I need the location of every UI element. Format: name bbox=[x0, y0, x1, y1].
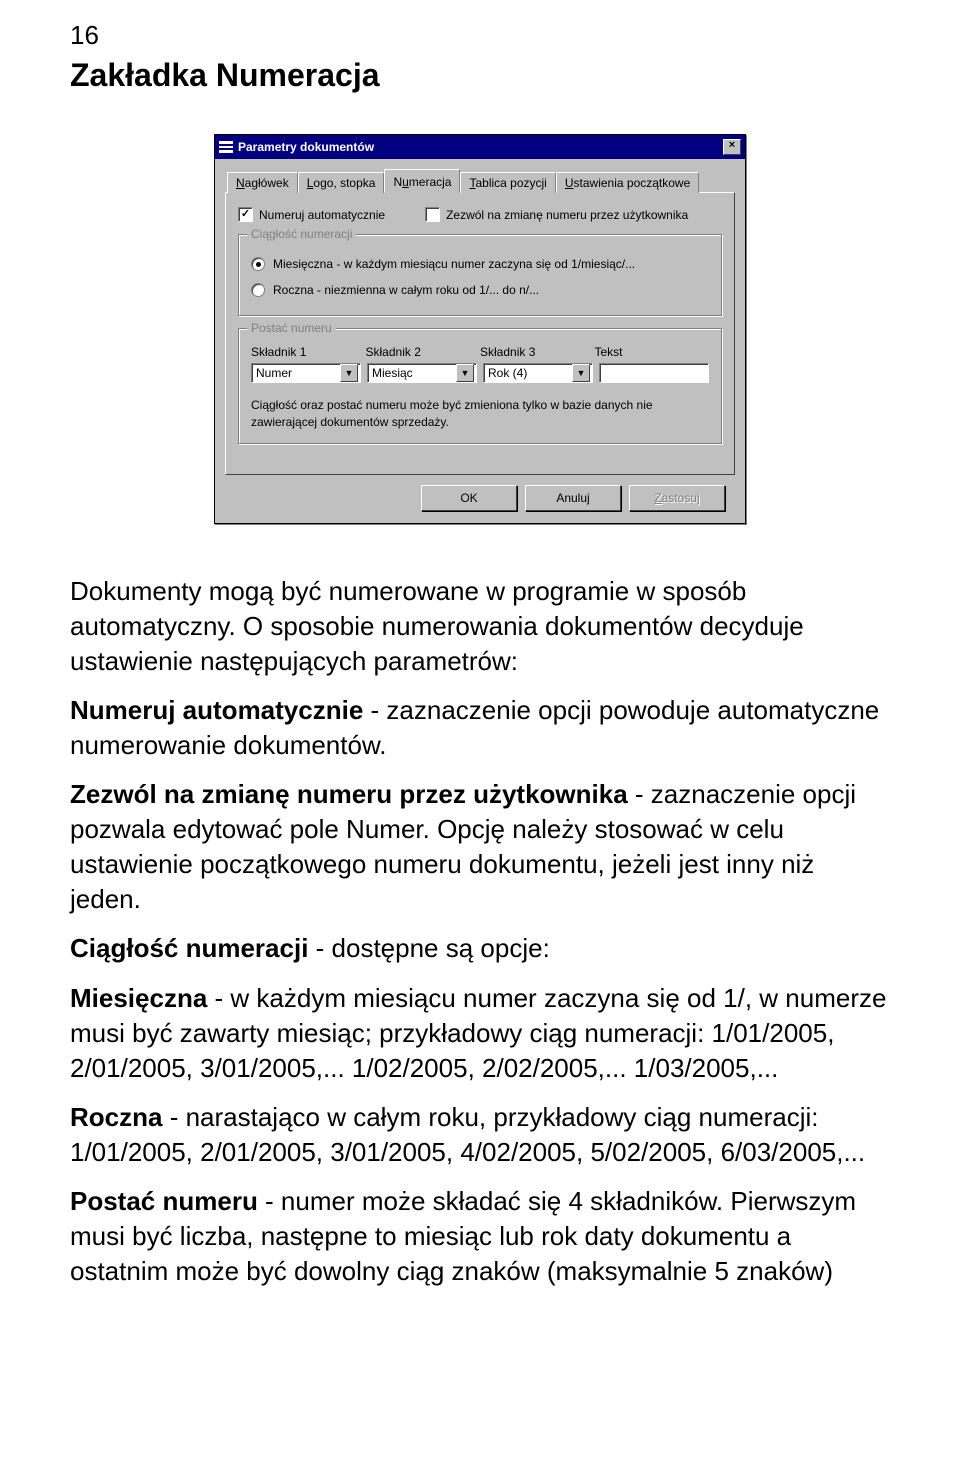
label-skladnik1: Składnik 1 bbox=[251, 345, 366, 359]
page-number: 16 bbox=[70, 20, 890, 51]
paragraph: Dokumenty mogą być numerowane w programi… bbox=[70, 574, 890, 679]
window-icon bbox=[219, 141, 233, 153]
radio-miesieczna[interactable]: Miesięczna - w każdym miesiącu numer zac… bbox=[251, 251, 709, 277]
tab-strip: Nagłówek Logo, stopka Numeracja Tablica … bbox=[225, 169, 735, 193]
body-text: Dokumenty mogą być numerowane w programi… bbox=[70, 574, 890, 1290]
term: Postać numeru bbox=[70, 1186, 258, 1216]
group-postac: Postać numeru Składnik 1 Składnik 2 Skła… bbox=[238, 328, 722, 444]
combo-value: Numer bbox=[256, 366, 292, 380]
label-skladnik2: Składnik 2 bbox=[366, 345, 481, 359]
group-legend: Postać numeru bbox=[247, 321, 336, 335]
titlebar: Parametry dokumentów × bbox=[215, 135, 745, 159]
term: Numeruj automatycznie bbox=[70, 695, 363, 725]
label-tekst: Tekst bbox=[595, 345, 710, 359]
tab-logo[interactable]: Logo, stopka bbox=[298, 172, 385, 193]
chevron-down-icon: ▼ bbox=[456, 364, 474, 382]
term-desc: - narastająco w całym roku, przykładowy … bbox=[70, 1102, 865, 1167]
window-title: Parametry dokumentów bbox=[238, 140, 374, 154]
radio-icon bbox=[251, 257, 265, 271]
term-desc: - dostępne są opcje: bbox=[308, 933, 549, 963]
paragraph-numeruj: Numeruj automatycznie - zaznaczenie opcj… bbox=[70, 693, 890, 763]
paragraph-postac: Postać numeru - numer może składać się 4… bbox=[70, 1184, 890, 1289]
input-tekst[interactable] bbox=[599, 363, 709, 383]
radio-roczna[interactable]: Roczna - niezmienna w całym roku od 1/..… bbox=[251, 277, 709, 303]
tab-numeracja[interactable]: Numeracja bbox=[384, 169, 460, 193]
tab-tablica[interactable]: Tablica pozycji bbox=[460, 172, 555, 193]
dialog-window: Parametry dokumentów × Nagłówek Logo, st… bbox=[214, 134, 746, 524]
term: Miesięczna bbox=[70, 983, 207, 1013]
term: Roczna bbox=[70, 1102, 162, 1132]
combo-value: Rok (4) bbox=[488, 366, 527, 380]
chevron-down-icon: ▼ bbox=[340, 364, 358, 382]
term: Ciągłość numeracji bbox=[70, 933, 308, 963]
group-note: Ciągłość oraz postać numeru może być zmi… bbox=[251, 397, 709, 431]
radio-icon bbox=[251, 283, 265, 297]
ok-button[interactable]: OK bbox=[421, 485, 517, 511]
combo-value: Miesiąc bbox=[372, 366, 413, 380]
combo-skladnik3[interactable]: Rok (4) ▼ bbox=[483, 363, 593, 383]
group-legend: Ciągłość numeracji bbox=[247, 227, 356, 241]
tab-ustawienia[interactable]: Ustawienia początkowe bbox=[556, 172, 699, 193]
checkbox-label: Numeruj automatycznie bbox=[259, 208, 385, 222]
checkbox-zezwol[interactable]: Zezwól na zmianę numeru przez użytkownik… bbox=[425, 207, 688, 222]
paragraph-miesieczna: Miesięczna - w każdym miesiącu numer zac… bbox=[70, 981, 890, 1086]
radio-label: Roczna - niezmienna w całym roku od 1/..… bbox=[273, 283, 539, 297]
checkbox-icon bbox=[425, 207, 440, 222]
paragraph-zezwol: Zezwól na zmianę numeru przez użytkownik… bbox=[70, 777, 890, 917]
section-title: Zakładka Numeracja bbox=[70, 57, 890, 94]
checkbox-numeruj-auto[interactable]: Numeruj automatycznie bbox=[238, 207, 385, 222]
paragraph-roczna: Roczna - narastająco w całym roku, przyk… bbox=[70, 1100, 890, 1170]
close-icon[interactable]: × bbox=[723, 139, 741, 155]
apply-button[interactable]: Zastosuj bbox=[629, 485, 725, 511]
radio-label: Miesięczna - w każdym miesiącu numer zac… bbox=[273, 257, 635, 271]
checkbox-icon bbox=[238, 207, 253, 222]
chevron-down-icon: ▼ bbox=[572, 364, 590, 382]
group-ciaglosc: Ciągłość numeracji Miesięczna - w każdym… bbox=[238, 234, 722, 316]
combo-skladnik1[interactable]: Numer ▼ bbox=[251, 363, 361, 383]
cancel-button[interactable]: Anuluj bbox=[525, 485, 621, 511]
checkbox-label: Zezwól na zmianę numeru przez użytkownik… bbox=[446, 208, 688, 222]
label-skladnik3: Składnik 3 bbox=[480, 345, 595, 359]
tab-panel: Numeruj automatycznie Zezwól na zmianę n… bbox=[225, 192, 735, 475]
tab-naglowek[interactable]: Nagłówek bbox=[227, 172, 298, 193]
combo-skladnik2[interactable]: Miesiąc ▼ bbox=[367, 363, 477, 383]
term: Zezwól na zmianę numeru przez użytkownik… bbox=[70, 779, 628, 809]
paragraph-ciaglosc: Ciągłość numeracji - dostępne są opcje: bbox=[70, 931, 890, 966]
